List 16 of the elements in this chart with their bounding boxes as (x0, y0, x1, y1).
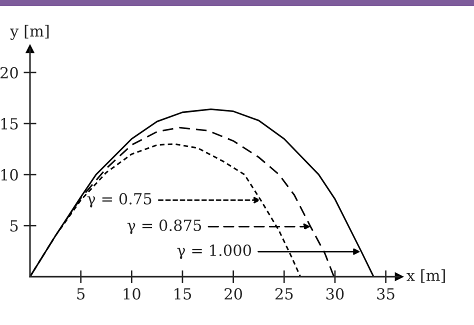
x-tick-label: 30 (326, 288, 344, 300)
y-tick-label: 10 (1, 169, 18, 181)
annotation: γ = 0.75 (87, 192, 152, 208)
x-tick-label: 20 (224, 288, 242, 300)
y-tick-label: 5 (10, 220, 18, 232)
x-tick-label: 25 (275, 288, 293, 300)
x-tick-label: 5 (77, 288, 85, 300)
x-axis-title: x [m] (406, 269, 445, 283)
y-tick-label: 15 (1, 118, 18, 130)
y-axis-title: y [m] (10, 24, 49, 40)
x-tick-label: 15 (174, 288, 192, 300)
annotation: γ = 1.000 (177, 244, 252, 260)
annotation: γ = 0.875 (127, 220, 202, 234)
x-tick-label: 10 (124, 288, 140, 300)
x-tick-label: 35 (377, 288, 394, 300)
y-tick-label: 20 (0, 66, 18, 79)
